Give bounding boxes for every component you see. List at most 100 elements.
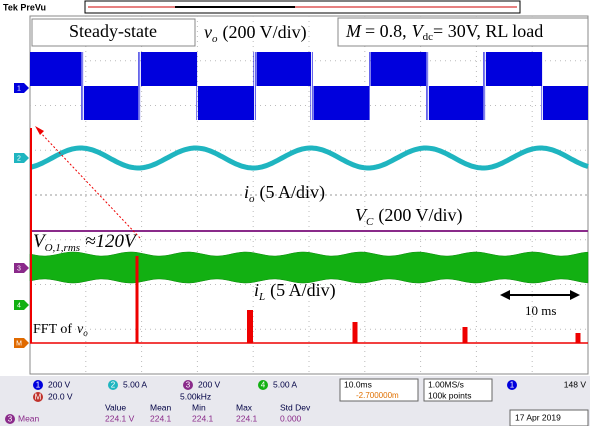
pwm-wave xyxy=(140,52,141,120)
pwm-wave xyxy=(338,86,340,120)
pwm-wave xyxy=(567,86,569,120)
measure-value: 224.1 V xyxy=(105,413,135,423)
pwm-wave xyxy=(347,86,349,120)
pwm-wave xyxy=(156,52,158,86)
pwm-wave xyxy=(54,52,56,86)
pwm-wave xyxy=(221,86,223,120)
pwm-wave xyxy=(458,86,460,120)
pwm-wave xyxy=(330,86,332,120)
pwm-wave xyxy=(237,86,239,120)
pwm-wave xyxy=(137,86,139,120)
pwm-wave xyxy=(462,86,464,120)
pwm-wave xyxy=(555,86,557,120)
pwm-wave xyxy=(515,52,517,86)
pwm-wave xyxy=(363,86,365,120)
pwm-wave xyxy=(468,86,470,120)
pwm-wave xyxy=(282,52,284,86)
pwm-wave xyxy=(251,86,253,120)
pwm-wave xyxy=(165,52,167,86)
pwm-wave xyxy=(69,52,71,86)
fft-spike xyxy=(136,256,139,343)
pwm-wave xyxy=(321,86,323,120)
pwm-wave xyxy=(393,52,395,86)
pwm-wave xyxy=(68,52,70,86)
pwm-wave xyxy=(39,52,41,86)
pwm-wave xyxy=(566,86,568,120)
pwm-wave xyxy=(186,52,188,86)
record-length: 100k points xyxy=(428,390,471,400)
pwm-wave xyxy=(392,52,394,86)
value: = 30V, RL load xyxy=(433,21,543,41)
subscript: C xyxy=(366,216,374,228)
pwm-wave xyxy=(168,52,170,86)
pwm-wave xyxy=(476,86,478,120)
pwm-wave xyxy=(71,52,73,86)
pwm-wave xyxy=(564,86,566,120)
pwm-wave xyxy=(500,52,502,86)
pwm-wave xyxy=(87,86,89,120)
pwm-wave xyxy=(240,86,242,120)
pwm-wave xyxy=(371,52,373,86)
pwm-wave xyxy=(518,52,520,86)
pwm-wave xyxy=(108,86,110,120)
pwm-wave xyxy=(242,86,244,120)
pwm-wave xyxy=(489,52,491,86)
channel-scale: 200 V xyxy=(48,379,71,389)
pwm-wave xyxy=(59,52,61,86)
pwm-wave xyxy=(372,52,374,86)
subscript: O,1,rms xyxy=(45,242,80,254)
sample-rate: 1.00MS/s xyxy=(428,379,464,389)
pwm-wave xyxy=(114,86,116,120)
pwm-wave xyxy=(315,86,317,120)
pwm-wave xyxy=(222,86,224,120)
pwm-wave xyxy=(231,86,233,120)
pwm-wave xyxy=(300,52,302,86)
pwm-wave xyxy=(323,86,325,120)
pwm-wave xyxy=(471,86,473,120)
header-title: Tek PreVu xyxy=(3,2,46,12)
pwm-wave xyxy=(411,52,413,86)
pwm-wave xyxy=(488,52,490,86)
pwm-wave xyxy=(122,86,124,120)
pwm-wave xyxy=(314,86,316,120)
pwm-wave xyxy=(516,52,518,86)
pwm-wave xyxy=(182,52,184,86)
pwm-wave xyxy=(194,52,196,86)
pwm-wave xyxy=(461,86,463,120)
pwm-wave xyxy=(549,86,551,120)
pwm-wave xyxy=(95,86,97,120)
pwm-wave xyxy=(32,52,34,86)
pwm-wave xyxy=(245,86,247,120)
pwm-wave xyxy=(398,52,400,86)
pwm-wave xyxy=(345,86,347,120)
pwm-wave xyxy=(581,86,583,120)
scope-screen: 1234M Steady-state vo(200 V/div) M= 0.8,… xyxy=(0,0,590,426)
pwm-wave xyxy=(449,86,451,120)
pwm-wave xyxy=(320,86,322,120)
pwm-wave xyxy=(270,52,272,86)
pwm-wave xyxy=(510,52,512,86)
pwm-wave xyxy=(504,52,506,86)
pwm-wave xyxy=(540,52,542,86)
pwm-wave xyxy=(53,52,55,86)
pwm-wave xyxy=(107,86,109,120)
pwm-wave xyxy=(333,86,335,120)
pwm-wave xyxy=(213,86,215,120)
pwm-wave xyxy=(326,86,328,120)
pwm-wave xyxy=(365,86,367,120)
channel-scale: 5.00 A xyxy=(273,379,297,389)
pwm-wave xyxy=(44,52,46,86)
channel-number: 1 xyxy=(36,381,41,390)
inductor-current xyxy=(30,252,588,283)
pwm-wave xyxy=(272,52,274,86)
channel-number: 4 xyxy=(261,381,266,390)
pwm-wave xyxy=(269,52,271,86)
pwm-wave xyxy=(161,52,163,86)
pwm-wave xyxy=(446,86,448,120)
pwm-wave xyxy=(341,86,343,120)
pwm-wave xyxy=(159,52,161,86)
pwm-wave xyxy=(407,52,409,86)
pwm-wave xyxy=(113,86,115,120)
pwm-wave xyxy=(473,86,475,120)
pwm-wave xyxy=(86,86,88,120)
